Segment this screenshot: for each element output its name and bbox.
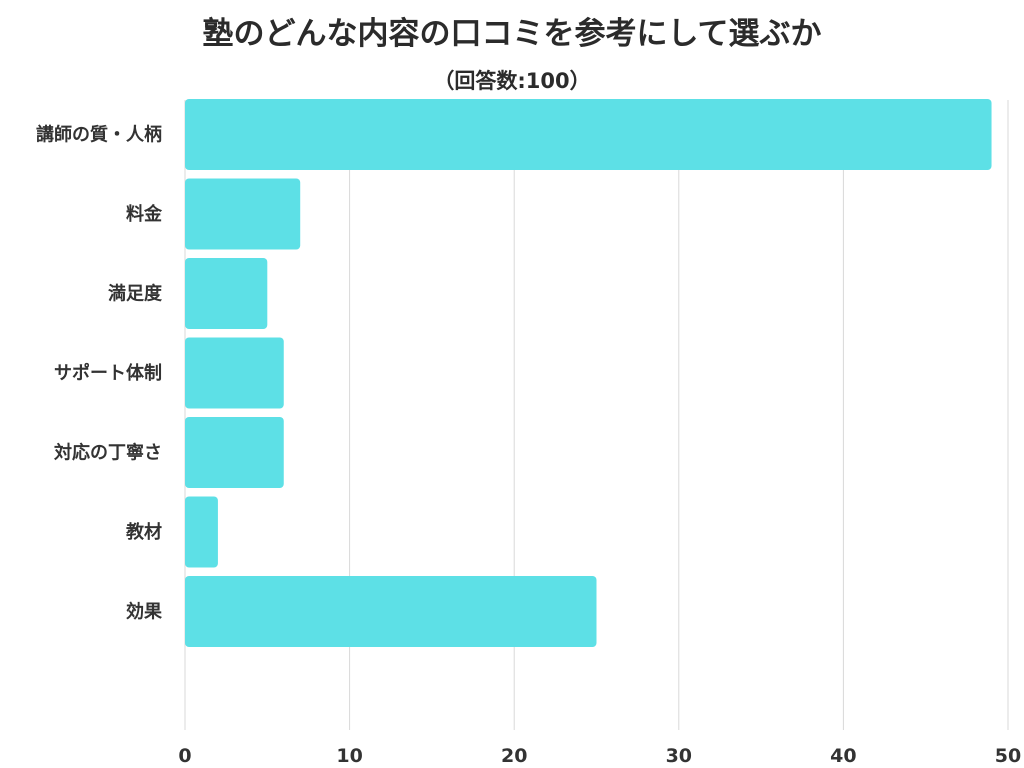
bar-7 [185, 576, 597, 647]
chart-title: 塾のどんな内容の口コミを参考にして選ぶか [202, 16, 821, 52]
x-tick-label-50: 50 [995, 745, 1021, 767]
bar-5 [185, 417, 284, 488]
category-label-5: 対応の丁寧さ [53, 442, 162, 464]
category-label-2: 料金 [126, 203, 163, 225]
x-tick-label-10: 10 [336, 745, 362, 767]
x-tick-label-20: 20 [501, 745, 527, 767]
bar-6 [185, 496, 218, 568]
x-tick-label-0: 0 [178, 745, 191, 767]
category-label-7: 効果 [126, 601, 163, 623]
bar-4 [185, 337, 284, 409]
bar-2 [185, 178, 301, 250]
category-label-3: 満足度 [108, 283, 163, 305]
bar-1 [185, 99, 992, 170]
bars-group [185, 99, 992, 647]
chart-subtitle: （回答数:100） [433, 69, 590, 93]
x-tick-label-40: 40 [830, 745, 856, 767]
category-label-1: 講師の質・人柄 [36, 124, 162, 146]
category-label-6: 教材 [126, 521, 162, 543]
x-axis-tick-labels: 0 10 20 30 40 50 [178, 745, 1021, 767]
category-label-4: サポート体制 [54, 362, 162, 384]
x-tick-label-30: 30 [666, 745, 692, 767]
bar-3 [185, 258, 268, 329]
